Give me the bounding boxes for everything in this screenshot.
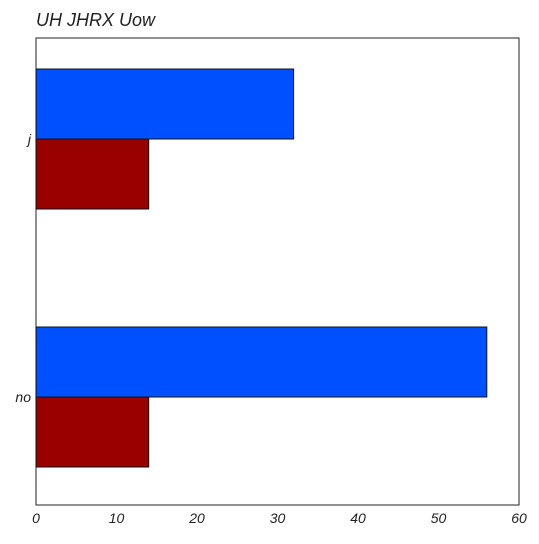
bar-j-series-2 <box>35 138 150 210</box>
chart-title: UH JHRX Uow <box>36 10 156 30</box>
x-tick-label: 30 <box>270 510 286 526</box>
y-tick-label: j <box>26 131 32 147</box>
bar-no-series-1 <box>35 326 488 398</box>
y-tick-label: no <box>15 389 31 405</box>
x-axis: 0 10 20 30 40 50 60 <box>32 510 527 526</box>
bars-layer <box>35 68 488 468</box>
x-tick-label: 40 <box>350 510 366 526</box>
x-tick-label: 10 <box>109 510 125 526</box>
bar-no-series-2 <box>35 396 150 468</box>
y-axis: j no <box>15 131 31 405</box>
x-tick-label: 20 <box>188 510 205 526</box>
x-tick-label: 60 <box>511 510 527 526</box>
x-tick-label: 0 <box>32 510 40 526</box>
x-tick-label: 50 <box>431 510 447 526</box>
bar-j-series-1 <box>35 68 295 140</box>
